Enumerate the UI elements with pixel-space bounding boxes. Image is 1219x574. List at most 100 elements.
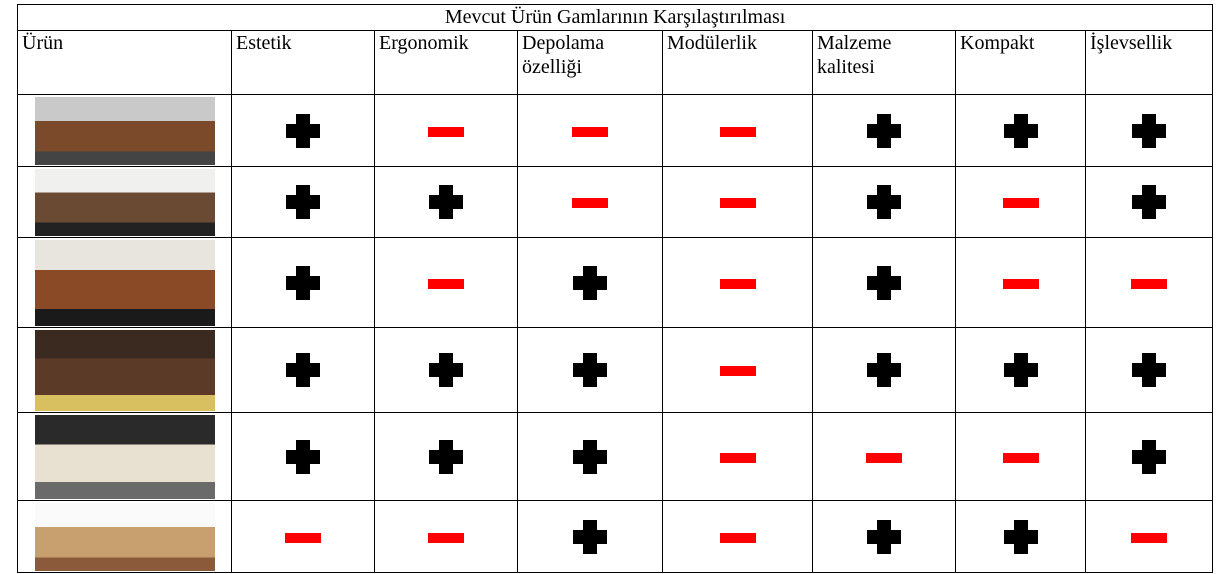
rating-cell	[662, 327, 813, 413]
rating-icon	[719, 278, 756, 289]
rating-cell	[231, 94, 375, 167]
minus-mark	[428, 126, 464, 137]
rating-cell	[662, 94, 813, 167]
plus-mark	[286, 439, 320, 474]
rating-icon	[867, 185, 901, 219]
column-header: İşlevsellik	[1084, 30, 1214, 95]
rating-cell	[517, 412, 663, 501]
rating-cell	[1084, 94, 1214, 167]
rating-icon	[1002, 278, 1039, 289]
minus-mark	[428, 278, 464, 289]
table-title: Mevcut Ürün Gamlarının Karşılaştırılması	[16, 4, 1214, 31]
plus-mark	[867, 185, 901, 219]
column-header: Depolama özelliği	[517, 30, 663, 95]
column-header: Ürün	[17, 30, 232, 95]
rating-icon	[1132, 353, 1167, 387]
rating-icon	[572, 198, 608, 208]
minus-mark	[719, 532, 756, 543]
table-row	[17, 500, 1214, 573]
rating-icon	[573, 519, 607, 554]
product-cell	[17, 500, 232, 573]
rating-icon	[286, 185, 320, 219]
rating-cell	[374, 94, 518, 167]
minus-mark	[572, 198, 608, 208]
rating-cell	[662, 500, 813, 573]
rating-cell	[955, 94, 1086, 167]
rating-cell	[517, 500, 663, 573]
rating-cell	[955, 327, 1086, 413]
rating-cell	[517, 94, 663, 167]
plus-mark	[429, 353, 463, 387]
minus-mark	[1002, 452, 1039, 463]
rating-icon	[286, 439, 320, 474]
rating-cell	[662, 237, 813, 328]
rating-icon	[1002, 452, 1039, 463]
plus-mark	[286, 185, 320, 219]
column-header: Kompakt	[955, 30, 1086, 95]
rating-icon	[286, 265, 320, 300]
plus-mark	[429, 439, 463, 474]
rating-cell	[231, 237, 375, 328]
minus-mark	[1131, 278, 1168, 289]
rating-cell	[1084, 237, 1214, 328]
rating-cell	[374, 500, 518, 573]
column-header: Estetik	[231, 30, 375, 95]
table-row	[17, 327, 1214, 413]
product-cell	[17, 166, 232, 238]
rating-cell	[812, 94, 956, 167]
rating-cell	[374, 237, 518, 328]
column-header: Malzeme kalitesi	[812, 30, 956, 95]
plus-mark	[429, 185, 463, 219]
minus-mark	[285, 532, 321, 543]
plus-mark	[867, 519, 901, 554]
rating-cell	[812, 412, 956, 501]
table-row	[17, 412, 1214, 501]
plus-mark	[867, 353, 901, 387]
rating-icon	[573, 353, 607, 387]
rating-cell	[812, 500, 956, 573]
rating-icon	[1003, 353, 1038, 387]
rating-icon	[719, 532, 756, 543]
rating-icon	[573, 439, 607, 474]
rating-cell	[517, 237, 663, 328]
product-photo	[34, 414, 215, 499]
product-photo	[34, 502, 215, 571]
table-row	[17, 94, 1214, 167]
rating-icon	[429, 185, 463, 219]
minus-mark	[1002, 278, 1039, 289]
rating-icon	[867, 113, 901, 148]
rating-cell	[374, 327, 518, 413]
plus-mark	[1132, 113, 1167, 148]
minus-mark	[719, 126, 756, 137]
minus-mark	[719, 452, 756, 463]
rating-icon	[286, 353, 320, 387]
plus-mark	[1132, 353, 1167, 387]
rating-icon	[867, 265, 901, 300]
plus-mark	[1132, 439, 1167, 474]
rating-icon	[867, 519, 901, 554]
product-photo	[34, 168, 215, 236]
rating-cell	[955, 237, 1086, 328]
product-cell	[17, 327, 232, 413]
rating-cell	[812, 166, 956, 238]
plus-mark	[1003, 113, 1038, 148]
minus-mark	[1002, 198, 1039, 208]
rating-cell	[662, 412, 813, 501]
rating-cell	[1084, 166, 1214, 238]
rating-icon	[573, 265, 607, 300]
product-cell	[17, 412, 232, 501]
product-photo	[34, 329, 215, 411]
rating-cell	[517, 166, 663, 238]
minus-mark	[866, 452, 902, 463]
plus-mark	[286, 353, 320, 387]
plus-mark	[867, 265, 901, 300]
table-row	[17, 166, 1214, 238]
product-photo	[34, 239, 215, 326]
rating-icon	[1132, 113, 1167, 148]
plus-mark	[1132, 185, 1167, 219]
rating-cell	[231, 412, 375, 501]
rating-icon	[572, 126, 608, 137]
rating-icon	[719, 198, 756, 208]
rating-icon	[1132, 439, 1167, 474]
